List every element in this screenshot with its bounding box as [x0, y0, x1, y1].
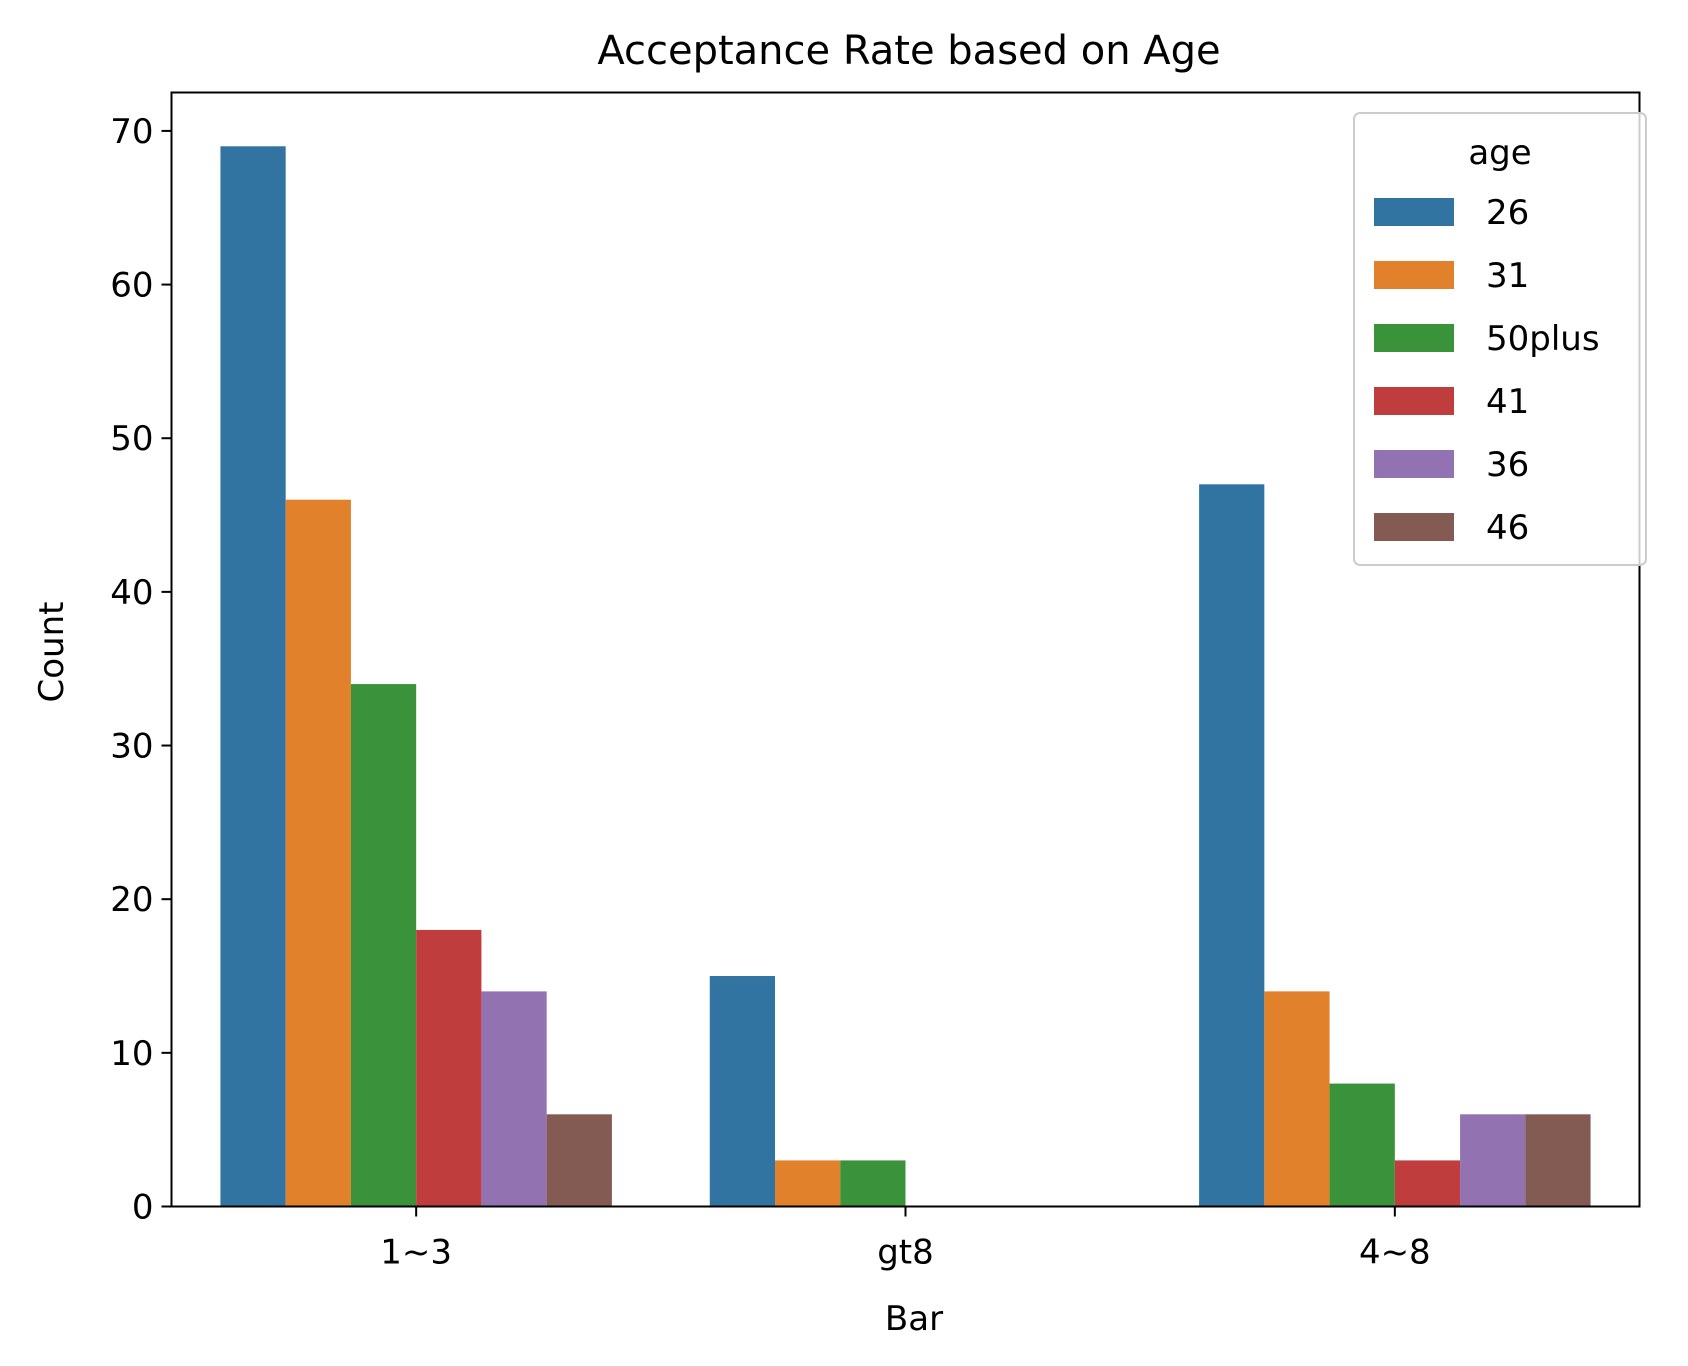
bars-layer	[220, 146, 1591, 1207]
y-tick-label: 70	[110, 112, 153, 152]
y-tick-label: 50	[110, 419, 153, 459]
bar-4~8-age-36	[1460, 1114, 1526, 1207]
y-tick-label: 40	[110, 573, 153, 613]
legend-swatch-36	[1374, 450, 1454, 478]
legend: age 26 31 50plus 41 36 46	[1353, 112, 1647, 566]
legend-label-31: 31	[1486, 256, 1529, 296]
bar-4~8-age-26	[1199, 484, 1265, 1207]
legend-label-46: 46	[1486, 508, 1529, 548]
plot-frame	[170, 91, 1641, 1208]
bar-1~3-age-36	[481, 991, 547, 1207]
bar-1~3-age-26	[220, 146, 286, 1207]
y-tick-label: 0	[132, 1188, 154, 1228]
legend-swatch-46	[1374, 513, 1454, 541]
y-tick-label: 60	[110, 266, 153, 306]
x-axis-label: Bar	[885, 1299, 943, 1339]
y-axis: 0 10 20 30 40 50 60 70	[110, 112, 172, 1228]
y-tick-label: 10	[110, 1034, 153, 1074]
legend-label-36: 36	[1486, 445, 1529, 485]
legend-swatch-50plus	[1374, 324, 1454, 352]
x-axis: 1~3 gt8 4~8	[380, 1206, 1431, 1273]
legend-swatch-41	[1374, 387, 1454, 415]
legend-label-50plus: 50plus	[1486, 319, 1600, 359]
y-axis-label: Count	[32, 602, 72, 703]
legend-items: 26 31 50plus 41 36 46	[1374, 193, 1600, 548]
bar-gt8-age-50plus	[840, 1160, 906, 1207]
bar-4~8-age-50plus	[1329, 1083, 1395, 1207]
bar-1~3-age-31	[285, 499, 351, 1207]
bar-1~3-age-41	[416, 929, 482, 1207]
x-tick-label: gt8	[877, 1233, 934, 1273]
legend-label-26: 26	[1486, 193, 1529, 233]
chart-title: Acceptance Rate based on Age	[597, 28, 1220, 74]
bar-4~8-age-31	[1264, 991, 1330, 1207]
y-tick-label: 20	[110, 880, 153, 920]
x-tick-label: 4~8	[1359, 1233, 1431, 1273]
bar-gt8-age-31	[775, 1160, 841, 1207]
legend-title: age	[1468, 133, 1531, 173]
bar-gt8-age-26	[709, 976, 776, 1207]
bar-4~8-age-41	[1394, 1160, 1461, 1207]
bar-1~3-age-46	[546, 1114, 612, 1207]
y-tick-label: 30	[110, 727, 153, 767]
bar-4~8-age-46	[1525, 1114, 1591, 1207]
legend-swatch-26	[1374, 198, 1454, 226]
bar-1~3-age-50plus	[350, 684, 417, 1207]
legend-swatch-31	[1374, 261, 1454, 289]
x-tick-label: 1~3	[380, 1233, 452, 1273]
legend-label-41: 41	[1486, 382, 1529, 422]
